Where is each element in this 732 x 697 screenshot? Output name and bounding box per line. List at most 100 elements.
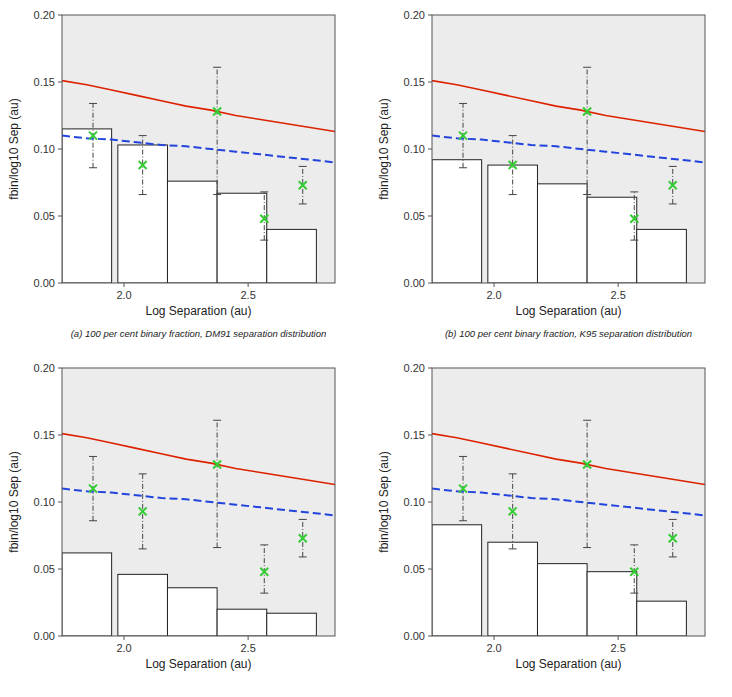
panel: 2.02.50.000.050.100.150.20Log Separation…: [7, 9, 335, 339]
x-tick-label: 2.0: [116, 289, 131, 301]
marker: [213, 107, 221, 115]
curve: [62, 434, 335, 485]
plot-area: [62, 15, 335, 283]
plot-area: [432, 15, 705, 283]
error-cap: [260, 544, 268, 545]
y-tick: [58, 82, 62, 83]
y-tick-label: 0.20: [404, 9, 425, 21]
y-tick: [428, 636, 432, 637]
error-bar: [299, 166, 307, 204]
error-cap: [299, 203, 307, 204]
error-cap: [669, 203, 677, 204]
error-line: [587, 67, 588, 194]
y-tick: [58, 283, 62, 284]
y-tick-label: 0.00: [404, 277, 425, 289]
y-tick: [428, 368, 432, 369]
bar: [637, 229, 687, 283]
marks: [432, 67, 705, 283]
error-cap: [509, 194, 517, 195]
error-bar: [139, 136, 147, 195]
figure: 2.02.50.000.050.100.150.20Log Separation…: [0, 0, 732, 697]
x-tick-label: 2.0: [486, 289, 501, 301]
marker: [299, 534, 307, 542]
marker: [630, 568, 638, 576]
error-cap: [669, 556, 677, 557]
y-tick-label: 0.20: [34, 362, 55, 374]
y-tick: [58, 15, 62, 16]
y-tick-label: 0.15: [404, 429, 425, 441]
y-label: fbin/log10 Sep (au): [7, 451, 21, 552]
x-tick: [248, 283, 249, 287]
y-tick-label: 0.10: [404, 496, 425, 508]
bar: [62, 553, 112, 636]
bar: [62, 129, 112, 283]
y-tick: [58, 368, 62, 369]
error-line: [264, 545, 265, 593]
error-bar: [260, 192, 268, 240]
marks: [62, 67, 335, 283]
bar: [587, 197, 637, 283]
error-cap: [139, 473, 147, 474]
error-bar: [583, 67, 591, 194]
marker: [459, 132, 467, 140]
marker: [260, 568, 268, 576]
curve: [62, 136, 335, 163]
marker: [583, 460, 591, 468]
marker: [583, 107, 591, 115]
y-tick-label: 0.10: [404, 143, 425, 155]
y-tick: [428, 82, 432, 83]
y-tick: [428, 435, 432, 436]
error-cap: [89, 167, 97, 168]
error-line: [264, 192, 265, 240]
error-cap: [213, 420, 221, 421]
x-tick: [494, 283, 495, 287]
y-tick: [428, 216, 432, 217]
marker: [669, 534, 677, 542]
error-bar: [669, 166, 677, 204]
y-tick-label: 0.05: [404, 563, 425, 575]
curve: [432, 136, 705, 163]
x-label: Log Separation (au): [145, 657, 251, 671]
x-label: Log Separation (au): [515, 304, 621, 318]
error-cap: [669, 519, 677, 520]
y-label: fbin/log10 Sep (au): [377, 451, 391, 552]
error-bar: [509, 136, 517, 195]
frame: [62, 15, 335, 283]
error-cap: [260, 240, 268, 241]
y-tick: [428, 283, 432, 284]
error-cap: [139, 548, 147, 549]
error-line: [634, 545, 635, 593]
error-cap: [213, 67, 221, 68]
error-bar: [669, 519, 677, 557]
error-bar: [459, 103, 467, 167]
bar: [118, 574, 168, 636]
marker: [299, 181, 307, 189]
bar: [637, 601, 687, 636]
error-cap: [583, 420, 591, 421]
marks: [432, 420, 705, 636]
error-bar: [630, 192, 638, 240]
marker: [213, 460, 221, 468]
panel: 2.02.50.000.050.100.150.20Log Separation…: [377, 362, 705, 671]
error-cap: [630, 240, 638, 241]
bar: [267, 229, 317, 283]
error-cap: [459, 167, 467, 168]
y-tick-label: 0.00: [34, 630, 55, 642]
error-cap: [89, 103, 97, 104]
bar: [267, 613, 317, 636]
error-line: [217, 420, 218, 547]
error-cap: [583, 194, 591, 195]
y-tick: [58, 569, 62, 570]
marker: [630, 215, 638, 223]
y-tick-label: 0.05: [34, 210, 55, 222]
marker: [139, 507, 147, 515]
error-cap: [299, 556, 307, 557]
frame: [62, 368, 335, 636]
error-cap: [459, 456, 467, 457]
bar: [217, 609, 267, 636]
error-line: [634, 192, 635, 240]
panel: 2.02.50.000.050.100.150.20Log Separation…: [7, 362, 335, 671]
marker: [669, 181, 677, 189]
error-line: [217, 67, 218, 194]
error-bar: [583, 420, 591, 547]
